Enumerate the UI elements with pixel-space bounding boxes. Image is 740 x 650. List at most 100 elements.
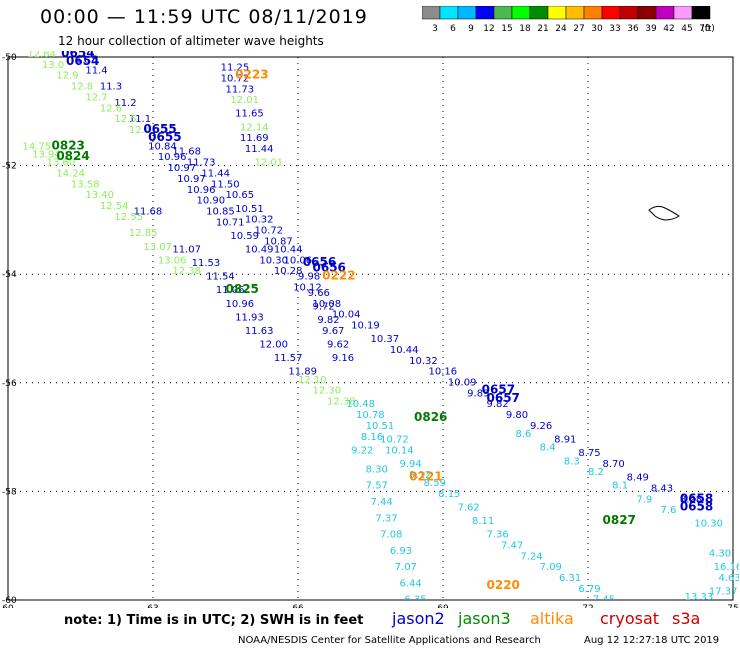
wave-height-value: 7.6: [661, 505, 677, 516]
pass-time-label: 0223: [235, 68, 268, 82]
wave-height-value: 12.85: [129, 228, 158, 239]
wave-height-value: 8.2: [588, 467, 604, 478]
wave-height-value: 7.45: [593, 595, 615, 606]
wave-height-value: 7.47: [501, 540, 523, 551]
wave-height-value: 17.37: [709, 587, 738, 598]
y-tick-label: -56: [2, 379, 17, 389]
wave-height-value: 11.06: [216, 285, 245, 296]
wave-height-value: 6.31: [559, 573, 581, 584]
wave-height-value: 11.44: [245, 144, 274, 155]
wave-height-value: 10.97: [168, 163, 197, 174]
wave-height-value: 11.57: [274, 353, 303, 364]
wave-height-value: 10.59: [230, 231, 259, 242]
wave-height-value: 12.9: [56, 71, 78, 82]
pass-time-label: 0657: [487, 391, 520, 405]
color-scale-label: 27: [573, 24, 584, 34]
wave-height-value: 10.97: [177, 174, 206, 185]
wave-height-value: 12.10: [298, 375, 327, 386]
color-scale-label: 3: [432, 24, 438, 34]
legend-note: note: 1) Time is in UTC; 2) SWH is in fe…: [64, 613, 364, 628]
wave-height-value: 10.16: [429, 367, 458, 378]
wave-height-value: 10.90: [197, 196, 226, 207]
wave-height-value: 10.85: [206, 206, 235, 217]
y-tick-label: -52: [2, 162, 17, 172]
wave-height-value: 10.51: [366, 421, 395, 432]
wave-height-value: 9.66: [308, 288, 330, 299]
wave-height-value: 10.19: [351, 321, 380, 332]
wave-height-value: 10.44: [274, 244, 303, 255]
wave-height-value: 12.01: [255, 158, 284, 169]
legend-jason3: jason3: [458, 609, 511, 628]
wave-height-value: 11.54: [206, 272, 235, 283]
wave-height-value: 10.72: [380, 435, 409, 446]
legend-s3a: s3a: [672, 609, 701, 628]
x-tick-label: 72: [582, 604, 593, 608]
wave-height-value: 9.22: [351, 445, 373, 456]
wave-height-value: 7.09: [540, 562, 562, 573]
wave-height-value: 8.59: [424, 478, 446, 489]
wave-height-value: 6.79: [578, 584, 600, 595]
wave-height-value: 8.15: [438, 489, 460, 500]
x-tick-label: 66: [292, 604, 304, 608]
color-scale-label: (ft): [701, 24, 715, 34]
pass-time-label: 0222: [322, 269, 355, 283]
wave-height-value: 10.78: [356, 410, 385, 421]
wave-height-value: 14.75: [23, 141, 52, 152]
color-scale-label: 70: [699, 24, 711, 34]
wave-height-plot: 60 63 66 69 72 75 -50 -52 -54 -56 -58 -60 11.511.4 11…: [2, 51, 740, 608]
wave-height-value: 12.38: [172, 266, 201, 277]
wave-height-value: 7.07: [607, 603, 629, 608]
wave-height-value: 10.48: [346, 399, 375, 410]
color-scale-label: 42: [663, 24, 674, 34]
wave-height-value: 13.0: [42, 60, 64, 71]
wave-height-value: 8.70: [603, 459, 625, 470]
wave-height-value: 7.24: [520, 551, 542, 562]
x-tick-label: 63: [147, 604, 158, 608]
wave-height-value: 10.30: [694, 519, 723, 530]
wave-height-value: 8.30: [366, 464, 388, 475]
wave-height-value: 9.89: [467, 388, 489, 399]
wave-height-value: 10.96: [187, 185, 216, 196]
wave-height-value: 10.12: [293, 282, 322, 293]
wave-height-value: 10.49: [245, 244, 274, 255]
color-scale-label: 30: [591, 24, 603, 34]
y-tick-label: -60: [2, 596, 17, 606]
wave-height-value: 13.60: [47, 158, 76, 169]
wave-height-value: 12.30: [313, 386, 342, 397]
pass-time-label: 0823: [52, 138, 85, 152]
wave-height-value: 4.30: [709, 549, 731, 560]
pass-time-label: 0658: [680, 499, 713, 513]
wave-height-value: 10.06: [284, 255, 313, 266]
x-tick-label: 60: [2, 604, 14, 608]
wave-height-value: 12.55: [114, 212, 143, 223]
wave-height-value: 10.96: [158, 152, 187, 163]
wave-height-value: 7.9: [636, 494, 652, 505]
wave-height-value: 13.06: [158, 255, 187, 266]
wave-height-value: 13.40: [85, 190, 114, 201]
track-layer: 11.511.411.311.211.110.8410.9610.9710.97…: [23, 51, 740, 608]
x-tick-label: 69: [437, 604, 449, 608]
wave-height-value: 11.69: [240, 133, 269, 144]
wave-height-value: 7.36: [487, 530, 509, 541]
wave-height-value: 8.43: [651, 483, 673, 494]
wave-height-value: 9.98: [298, 272, 320, 283]
color-scale-label: 9: [468, 24, 474, 34]
wave-height-value: 7.62: [458, 502, 480, 513]
island-outline: [648, 205, 680, 221]
wave-height-value: 10.44: [390, 345, 419, 356]
pass-time-label: 0827: [603, 513, 636, 527]
x-tick-label: 75: [727, 604, 738, 608]
wave-height-value: 10.08: [313, 299, 342, 310]
wave-height-value: 13.07: [143, 242, 172, 253]
wave-height-value: 10.72: [221, 73, 250, 84]
legend-altika: altika: [530, 609, 574, 628]
color-scale-label: 6: [450, 24, 456, 34]
wave-height-value: 7.07: [395, 562, 417, 573]
wave-height-value: 8.91: [554, 435, 576, 446]
wave-height-value: 11.53: [192, 258, 221, 269]
chart-subtitle: 12 hour collection of altimeter wave hei…: [58, 34, 324, 48]
y-tick-label: -54: [2, 270, 17, 280]
wave-height-value: 10.04: [332, 310, 361, 321]
wave-height-value: 11.25: [221, 63, 250, 74]
plot-frame: [7, 56, 734, 601]
